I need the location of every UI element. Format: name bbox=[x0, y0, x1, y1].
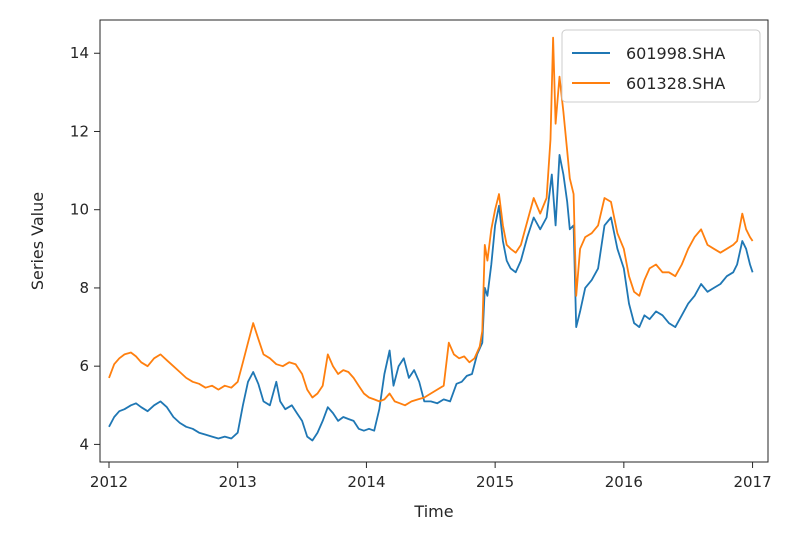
x-tick-label: 2012 bbox=[90, 473, 128, 491]
y-tick-label: 6 bbox=[79, 357, 89, 375]
x-tick-label: 2014 bbox=[347, 473, 385, 491]
x-axis-ticks: 2012 2013 2014 2015 2016 2017 bbox=[90, 462, 772, 491]
series-line-601998-sha bbox=[108, 153, 754, 442]
series-line-601328-sha bbox=[108, 36, 754, 407]
y-tick-label: 8 bbox=[79, 279, 89, 297]
legend-label-601328: 601328.SHA bbox=[626, 74, 725, 93]
legend-box bbox=[561, 29, 761, 103]
y-axis-ticks: 4 6 8 10 12 14 bbox=[70, 44, 100, 453]
y-axis-label: Series Value bbox=[28, 192, 47, 290]
x-tick-label: 2013 bbox=[219, 473, 257, 491]
x-tick-label: 2017 bbox=[733, 473, 771, 491]
legend: 601998.SHA 601328.SHA bbox=[561, 29, 761, 103]
x-tick-label: 2016 bbox=[605, 473, 643, 491]
plot-frame bbox=[99, 19, 769, 463]
y-tick-label: 14 bbox=[70, 44, 89, 62]
x-tick-label: 2015 bbox=[476, 473, 514, 491]
x-axis-label: Time bbox=[413, 502, 453, 521]
legend-label-601998: 601998.SHA bbox=[626, 44, 725, 63]
series-layer bbox=[108, 36, 754, 442]
y-tick-label: 12 bbox=[70, 122, 89, 140]
y-tick-label: 10 bbox=[70, 201, 89, 219]
y-tick-label: 4 bbox=[79, 435, 89, 453]
